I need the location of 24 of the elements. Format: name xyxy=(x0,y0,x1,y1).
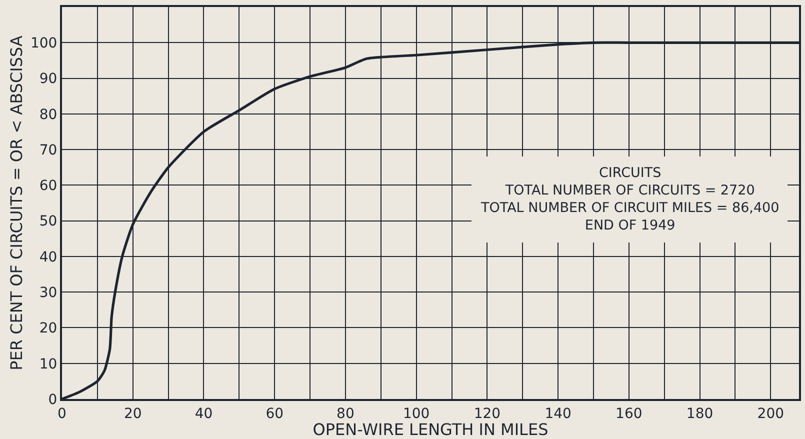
y-tick-label: 20 xyxy=(39,320,58,337)
x-tick-label: 60 xyxy=(266,406,284,422)
x-tick-label: 80 xyxy=(336,406,354,422)
y-tick-label: 100 xyxy=(30,36,58,52)
x-tick-label: 160 xyxy=(616,406,642,422)
y-axis-title: PER CENT OF CIRCUITS = OR < ABSCISSA xyxy=(6,36,26,370)
annotation: CIRCUITS TOTAL NUMBER OF CIRCUITS = 2720 TOTAL NUMBER OF CIRCUIT MILES = 86,400 END OF 1949 xyxy=(480,165,780,234)
x-tick-label: 140 xyxy=(544,406,572,422)
x-axis-title: OPEN-WIRE LENGTH IN MILES xyxy=(312,420,548,439)
y-tick-label: 0 xyxy=(48,392,58,408)
y-tick-label: 10 xyxy=(39,356,58,372)
x-tick-label: 120 xyxy=(474,406,501,422)
y-tick-label: 80 xyxy=(39,106,58,123)
y-tick-label: 90 xyxy=(39,71,58,88)
y-tick-label: 50 xyxy=(39,214,58,230)
x-tick-label: 20 xyxy=(124,406,142,422)
x-tick-label: 200 xyxy=(757,406,784,422)
x-tick-label: 100 xyxy=(402,406,430,422)
y-tick-label: 40 xyxy=(39,249,58,266)
x-tick-label: 180 xyxy=(686,406,714,422)
y-tick-label: 60 xyxy=(39,178,58,194)
y-tick-label: 30 xyxy=(39,284,58,301)
x-tick-label: 40 xyxy=(194,406,213,422)
y-tick-label: 70 xyxy=(39,142,58,158)
